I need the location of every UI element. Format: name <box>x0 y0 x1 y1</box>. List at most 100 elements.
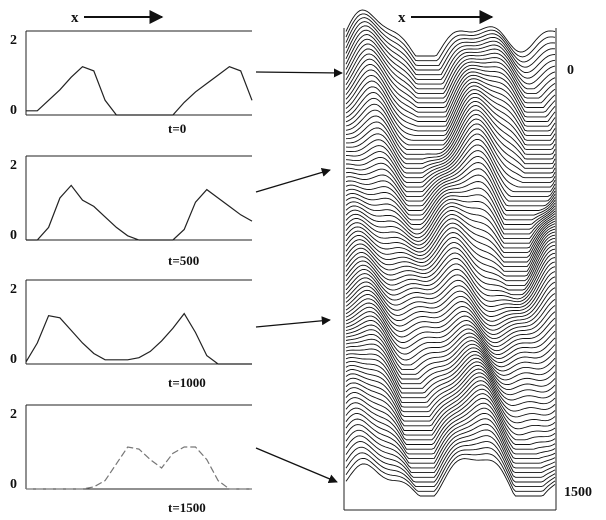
waterfall-mask-58 <box>346 282 555 330</box>
waterfall-profile-59 <box>345 287 556 331</box>
waterfall-profile-26 <box>345 128 556 179</box>
waterfall-profile-65 <box>345 320 556 361</box>
waterfall-profile-81 <box>345 388 556 436</box>
waterfall-profile-4 <box>345 25 556 76</box>
waterfall-profile-23 <box>346 113 556 165</box>
waterfall-profile-83 <box>345 397 556 445</box>
waterfall-profile-27 <box>345 133 556 183</box>
waterfall-profile-80 <box>345 384 556 431</box>
waterfall-mask-72 <box>346 353 555 395</box>
y-tick-top: 2 <box>10 282 17 297</box>
waterfall-profile-66 <box>345 324 556 366</box>
waterfall-panel: 0 1500 <box>343 9 592 511</box>
waterfall-profile-94 <box>345 458 556 497</box>
waterfall-profile-51 <box>345 248 556 296</box>
waterfall-profile-92 <box>345 447 556 488</box>
y-tick-top: 2 <box>10 33 17 48</box>
series-line <box>26 184 253 241</box>
panel-t0: 2 0 t=0 <box>10 30 253 136</box>
waterfall-profile-57 <box>345 276 556 322</box>
waterfall-profile-5 <box>345 29 556 80</box>
panel-t1000: 2 0 t=1000 <box>10 279 252 390</box>
waterfall-profile-82 <box>345 393 556 441</box>
panel-time-label: t=1000 <box>168 375 206 390</box>
waterfall-profile-12 <box>345 64 556 113</box>
waterfall-profile-55 <box>345 266 556 313</box>
waterfall-profile-72 <box>345 353 556 394</box>
waterfall-profile-17 <box>345 89 556 137</box>
waterfall-profile-10 <box>345 53 556 104</box>
time-tick-end: 1500 <box>564 485 592 500</box>
waterfall-profile-93 <box>345 453 556 492</box>
waterfall-mask-25 <box>346 123 555 175</box>
waterfall-profile-6 <box>345 34 556 85</box>
waterfall-mask-30 <box>346 150 555 199</box>
waterfall-profile-77 <box>345 372 556 417</box>
waterfall-profile-53 <box>345 257 556 303</box>
waterfall-mask-71 <box>346 349 555 391</box>
waterfall-profile-24 <box>345 118 556 169</box>
waterfall-profile-90 <box>345 435 556 478</box>
waterfall-profile-18 <box>345 92 556 141</box>
panel-time-label: t=500 <box>168 253 199 268</box>
waterfall-profile-44 <box>345 222 556 263</box>
waterfall-mask-26 <box>346 128 555 180</box>
waterfall-profile-39 <box>345 202 556 240</box>
waterfall-profile-52 <box>345 252 556 300</box>
waterfall-profile-16 <box>345 85 556 132</box>
waterfall-profile-47 <box>345 234 556 277</box>
waterfall-profile-42 <box>345 214 556 254</box>
waterfall-profile-50 <box>345 244 556 291</box>
waterfall-profile-69 <box>345 338 556 380</box>
right-x-label: x <box>398 10 406 26</box>
waterfall-profile-49 <box>345 241 556 286</box>
waterfall-mask-27 <box>346 134 555 185</box>
waterfall-profile-58 <box>345 281 556 327</box>
waterfall-mask-94 <box>346 458 555 498</box>
waterfall-profile-8 <box>345 43 556 94</box>
waterfall-profile-36 <box>345 187 556 225</box>
waterfall-profile-37 <box>345 194 556 230</box>
waterfall-profile-45 <box>345 227 556 268</box>
waterfall-profile-19 <box>345 96 556 146</box>
waterfall-profile-87 <box>345 418 556 464</box>
connector-arrow-t0 <box>255 68 343 78</box>
waterfall-lines <box>345 9 556 498</box>
waterfall-mask-62 <box>346 305 555 349</box>
time-tick-start: 0 <box>567 63 574 78</box>
series-line <box>26 446 252 490</box>
series-line <box>25 312 252 365</box>
waterfall-profile-68 <box>345 333 556 375</box>
waterfall-profile-22 <box>345 109 556 160</box>
waterfall-profile-40 <box>345 206 556 244</box>
waterfall-profile-35 <box>345 181 556 221</box>
y-tick-bottom: 0 <box>10 352 17 367</box>
waterfall-profile-67 <box>345 329 556 371</box>
waterfall-mask-74 <box>346 361 555 405</box>
y-tick-top: 2 <box>10 407 17 422</box>
waterfall-profile-21 <box>345 105 556 155</box>
y-tick-bottom: 0 <box>10 477 17 492</box>
y-tick-bottom: 0 <box>10 103 17 118</box>
waterfall-profile-62 <box>345 305 556 344</box>
waterfall-profile-13 <box>345 69 556 118</box>
y-tick-bottom: 0 <box>10 228 17 243</box>
waterfall-profile-30 <box>345 150 556 197</box>
waterfall-profile-9 <box>345 48 556 99</box>
waterfall-profile-11 <box>345 58 556 108</box>
waterfall-mask-57 <box>346 276 555 325</box>
waterfall-mask-63 <box>346 311 555 353</box>
waterfall-profile-71 <box>345 348 556 389</box>
waterfall-profile-88 <box>345 423 556 469</box>
panel-t500: 2 0 t=500 <box>10 155 253 268</box>
connector-arrow-t1000 <box>255 316 331 328</box>
connector-arrow-t1500 <box>255 447 338 484</box>
waterfall-profile-14 <box>345 74 556 122</box>
waterfall-mask-73 <box>346 357 555 400</box>
waterfall-mask-61 <box>346 299 555 344</box>
waterfall-mask-60 <box>346 293 555 339</box>
waterfall-profile-25 <box>345 123 556 174</box>
waterfall-profile-48 <box>345 237 556 282</box>
waterfall-profile-43 <box>345 218 556 258</box>
waterfall-mask-75 <box>346 365 555 410</box>
